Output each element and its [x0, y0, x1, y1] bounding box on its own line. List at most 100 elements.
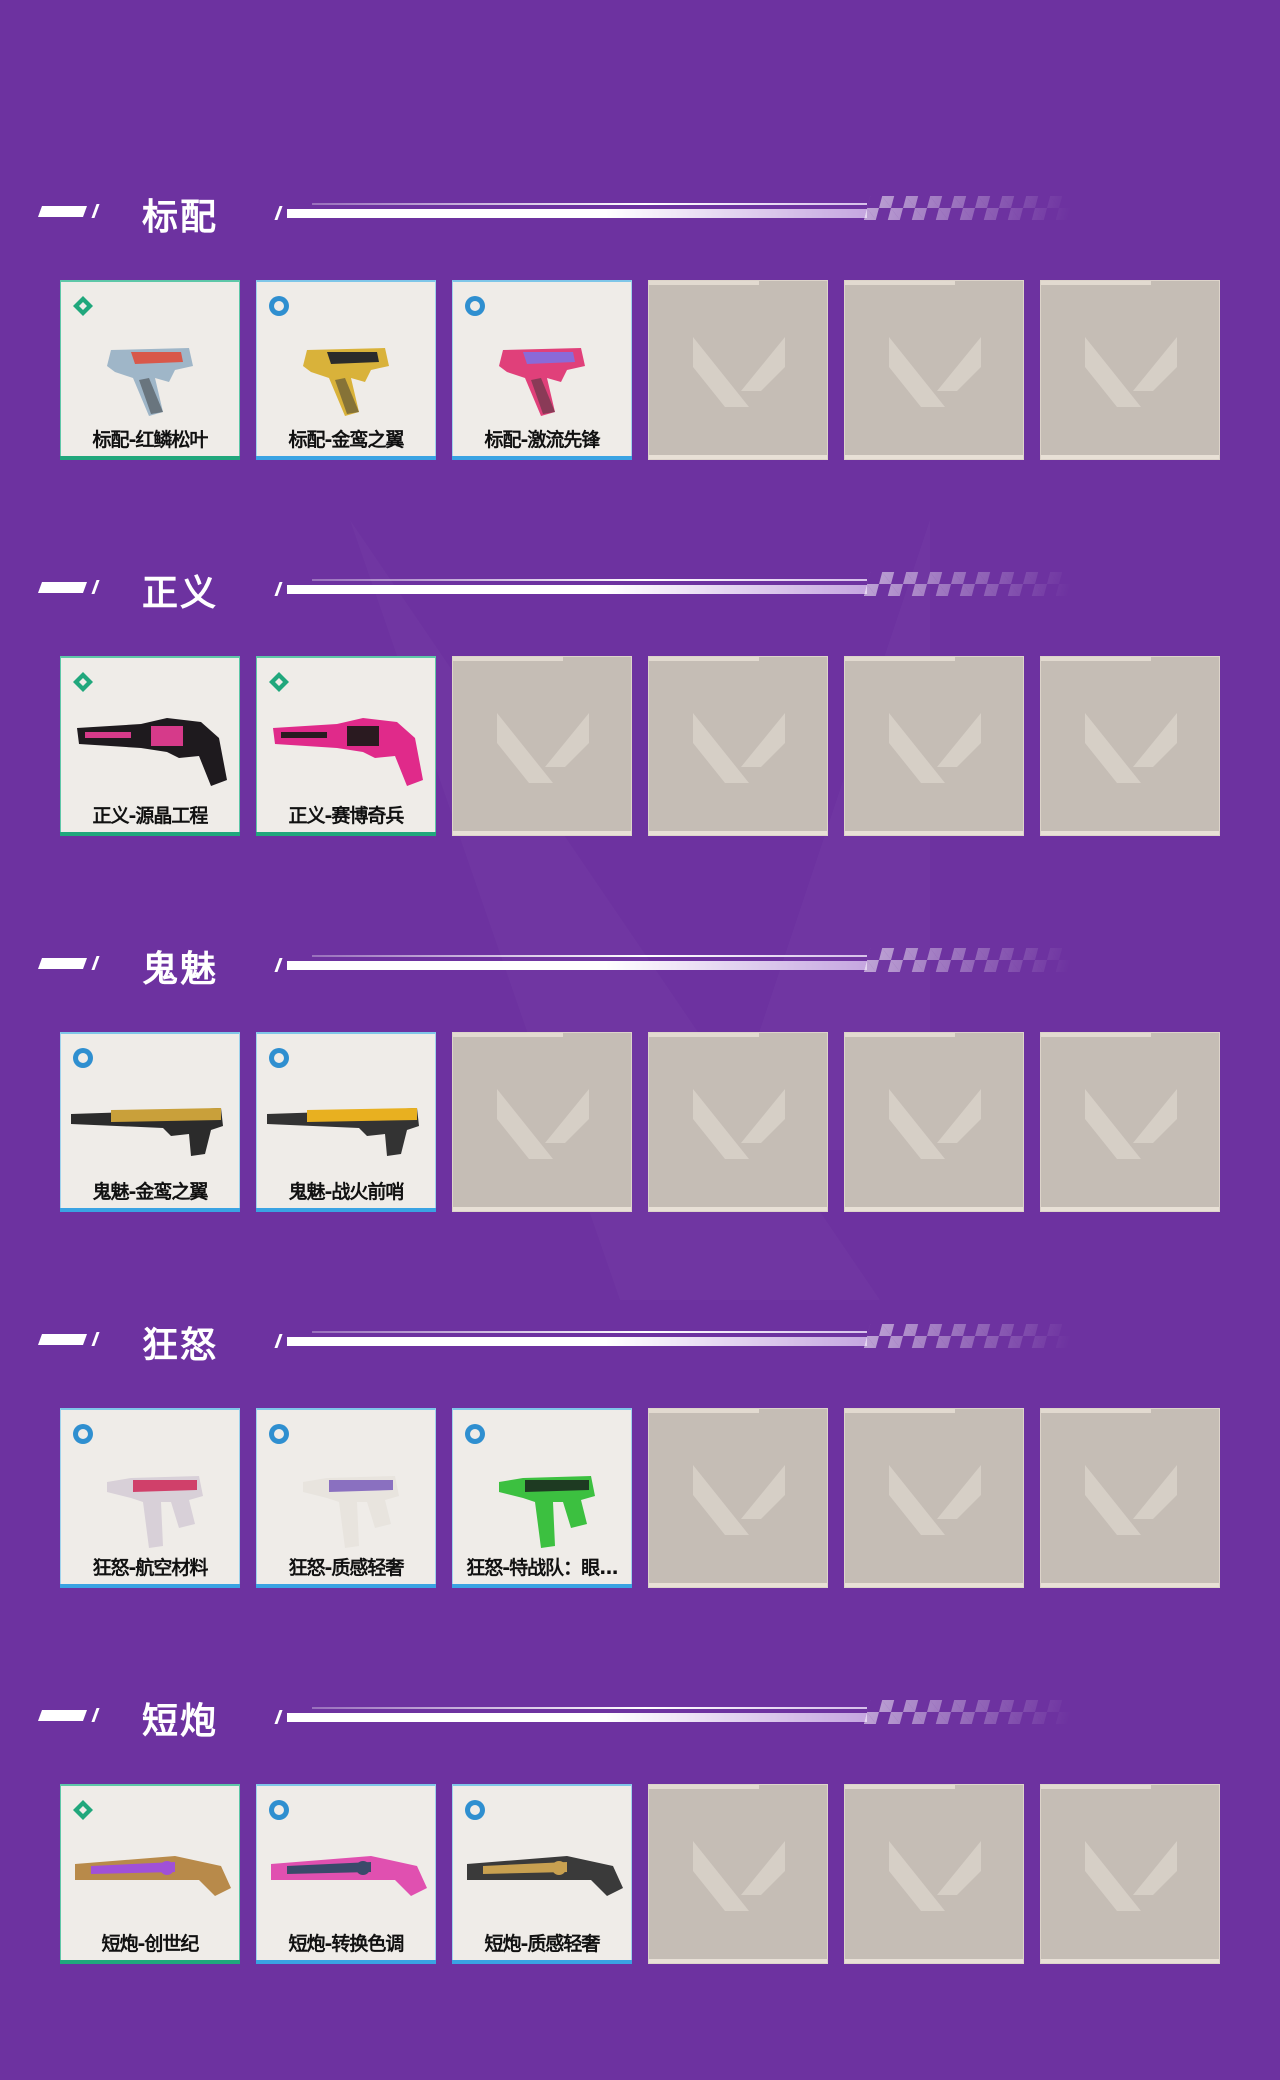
empty-slot [844, 1408, 1024, 1588]
tier-color-bar [60, 832, 240, 836]
slot-top-edge [453, 1033, 563, 1037]
skin-card[interactable]: 正义-源晶工程 [60, 656, 240, 836]
header-line-decoration [312, 203, 867, 205]
empty-slot [648, 656, 828, 836]
slot-bottom-edge [1041, 1583, 1219, 1587]
section-title: 狂怒 [142, 1325, 219, 1366]
slot-top-edge [845, 657, 955, 661]
tier-color-bar [452, 1584, 632, 1588]
checker-decoration [863, 948, 1076, 972]
slot-top-edge [649, 657, 759, 661]
shorty-skin-image [75, 1856, 231, 1896]
weapon-section: 狂怒 狂怒-航空材料 狂怒-质感轻奢 狂怒-特战队：眼... [0, 1128, 1280, 1588]
tier-color-bar [452, 1960, 632, 1964]
empty-slot [648, 1032, 828, 1212]
header-slash-decoration [91, 204, 100, 218]
tier-color-bar [256, 1584, 436, 1588]
skin-card[interactable]: 正义-赛博奇兵 [256, 656, 436, 836]
skin-name: 短炮-质感轻奢 [484, 1933, 601, 1955]
header-dash-decoration [37, 958, 88, 969]
tier-color-bar [60, 1208, 240, 1212]
empty-slot [1040, 1408, 1220, 1588]
pistol-skin-image [499, 348, 585, 416]
deluxe-tier-icon [269, 1800, 289, 1820]
empty-slot [452, 656, 632, 836]
skin-card[interactable]: 狂怒-质感轻奢 [256, 1408, 436, 1588]
empty-slot [648, 1408, 828, 1588]
slot-bottom-edge [453, 1207, 631, 1211]
valorant-logo-icon [1085, 713, 1177, 783]
skin-card[interactable]: 标配-红鳞松叶 [60, 280, 240, 460]
weapon-section: 标配 标配-红鳞松叶 标配-金鸾之翼 标配-激流先锋 [0, 0, 1280, 460]
tier-color-bar [256, 1208, 436, 1212]
skin-card[interactable]: 短炮-质感轻奢 [452, 1784, 632, 1964]
valorant-logo-icon [693, 713, 785, 783]
revolver-skin-image [273, 718, 423, 786]
slot-top-edge [845, 1409, 955, 1413]
empty-slot [844, 1032, 1024, 1212]
skin-name: 短炮-创世纪 [101, 1933, 200, 1955]
valorant-logo-icon [497, 1089, 589, 1159]
weapon-section: 鬼魅 鬼魅-金鸾之翼 鬼魅-战火前哨 [0, 752, 1280, 1212]
slot-bottom-edge [1041, 831, 1219, 835]
valorant-logo-icon [497, 713, 589, 783]
empty-slot [844, 1784, 1024, 1964]
slot-bottom-edge [845, 1207, 1023, 1211]
tier-color-bar [256, 456, 436, 460]
skin-card[interactable]: 短炮-转换色调 [256, 1784, 436, 1964]
skin-card[interactable]: 标配-激流先锋 [452, 280, 632, 460]
section-header: 鬼魅 [0, 752, 1280, 990]
skin-card[interactable]: 短炮-创世纪 [60, 1784, 240, 1964]
tier-color-bar [60, 1960, 240, 1964]
valorant-logo-icon [889, 1841, 981, 1911]
slot-top-edge [649, 281, 759, 285]
slot-bottom-edge [1041, 1207, 1219, 1211]
valorant-logo-icon [693, 1465, 785, 1535]
section-title: 短炮 [142, 1701, 219, 1742]
header-line-decoration [312, 1331, 867, 1333]
slot-top-edge [649, 1033, 759, 1037]
slot-top-edge [845, 1785, 955, 1789]
skin-name: 短炮-转换色调 [288, 1933, 405, 1955]
section-title: 鬼魅 [142, 949, 219, 990]
slot-bottom-edge [1041, 455, 1219, 459]
slot-bottom-edge [845, 1583, 1023, 1587]
slot-bottom-edge [845, 831, 1023, 835]
slot-top-edge [649, 1785, 759, 1789]
checker-decoration [863, 572, 1076, 596]
empty-slot [1040, 280, 1220, 460]
skin-card[interactable]: 狂怒-航空材料 [60, 1408, 240, 1588]
header-bar-decoration [287, 209, 867, 218]
empty-slot [844, 656, 1024, 836]
valorant-logo-icon [889, 1465, 981, 1535]
valorant-logo-icon [693, 1841, 785, 1911]
revolver-skin-image [77, 718, 227, 786]
empty-slot [844, 280, 1024, 460]
tier-color-bar [256, 832, 436, 836]
slot-bottom-edge [845, 455, 1023, 459]
slot-bottom-edge [649, 455, 827, 459]
tier-color-bar [256, 1960, 436, 1964]
skin-card[interactable]: 鬼魅-金鸾之翼 [60, 1032, 240, 1212]
header-dash-decoration [37, 206, 88, 217]
silenced-skin-image [267, 1108, 419, 1156]
header-slash-decoration [91, 1332, 100, 1346]
skin-card[interactable]: 鬼魅-战火前哨 [256, 1032, 436, 1212]
header-dash-decoration [37, 1334, 88, 1345]
header-line-decoration [312, 955, 867, 957]
deluxe-tier-icon [73, 1048, 93, 1068]
skin-card[interactable]: 狂怒-特战队：眼... [452, 1408, 632, 1588]
pistol-skin-image [107, 348, 193, 416]
section-header: 短炮 [0, 1504, 1280, 1742]
pistol-skin-image [303, 348, 389, 416]
valorant-logo-icon [1085, 337, 1177, 407]
slot-top-edge [453, 657, 563, 661]
header-line-decoration [312, 1707, 867, 1709]
deluxe-tier-icon [465, 296, 485, 316]
skin-card[interactable]: 标配-金鸾之翼 [256, 280, 436, 460]
deluxe-tier-icon [73, 1424, 93, 1444]
tier-color-bar [60, 456, 240, 460]
slot-bottom-edge [649, 1583, 827, 1587]
shorty-skin-image [271, 1856, 427, 1896]
slot-top-edge [1041, 1033, 1151, 1037]
